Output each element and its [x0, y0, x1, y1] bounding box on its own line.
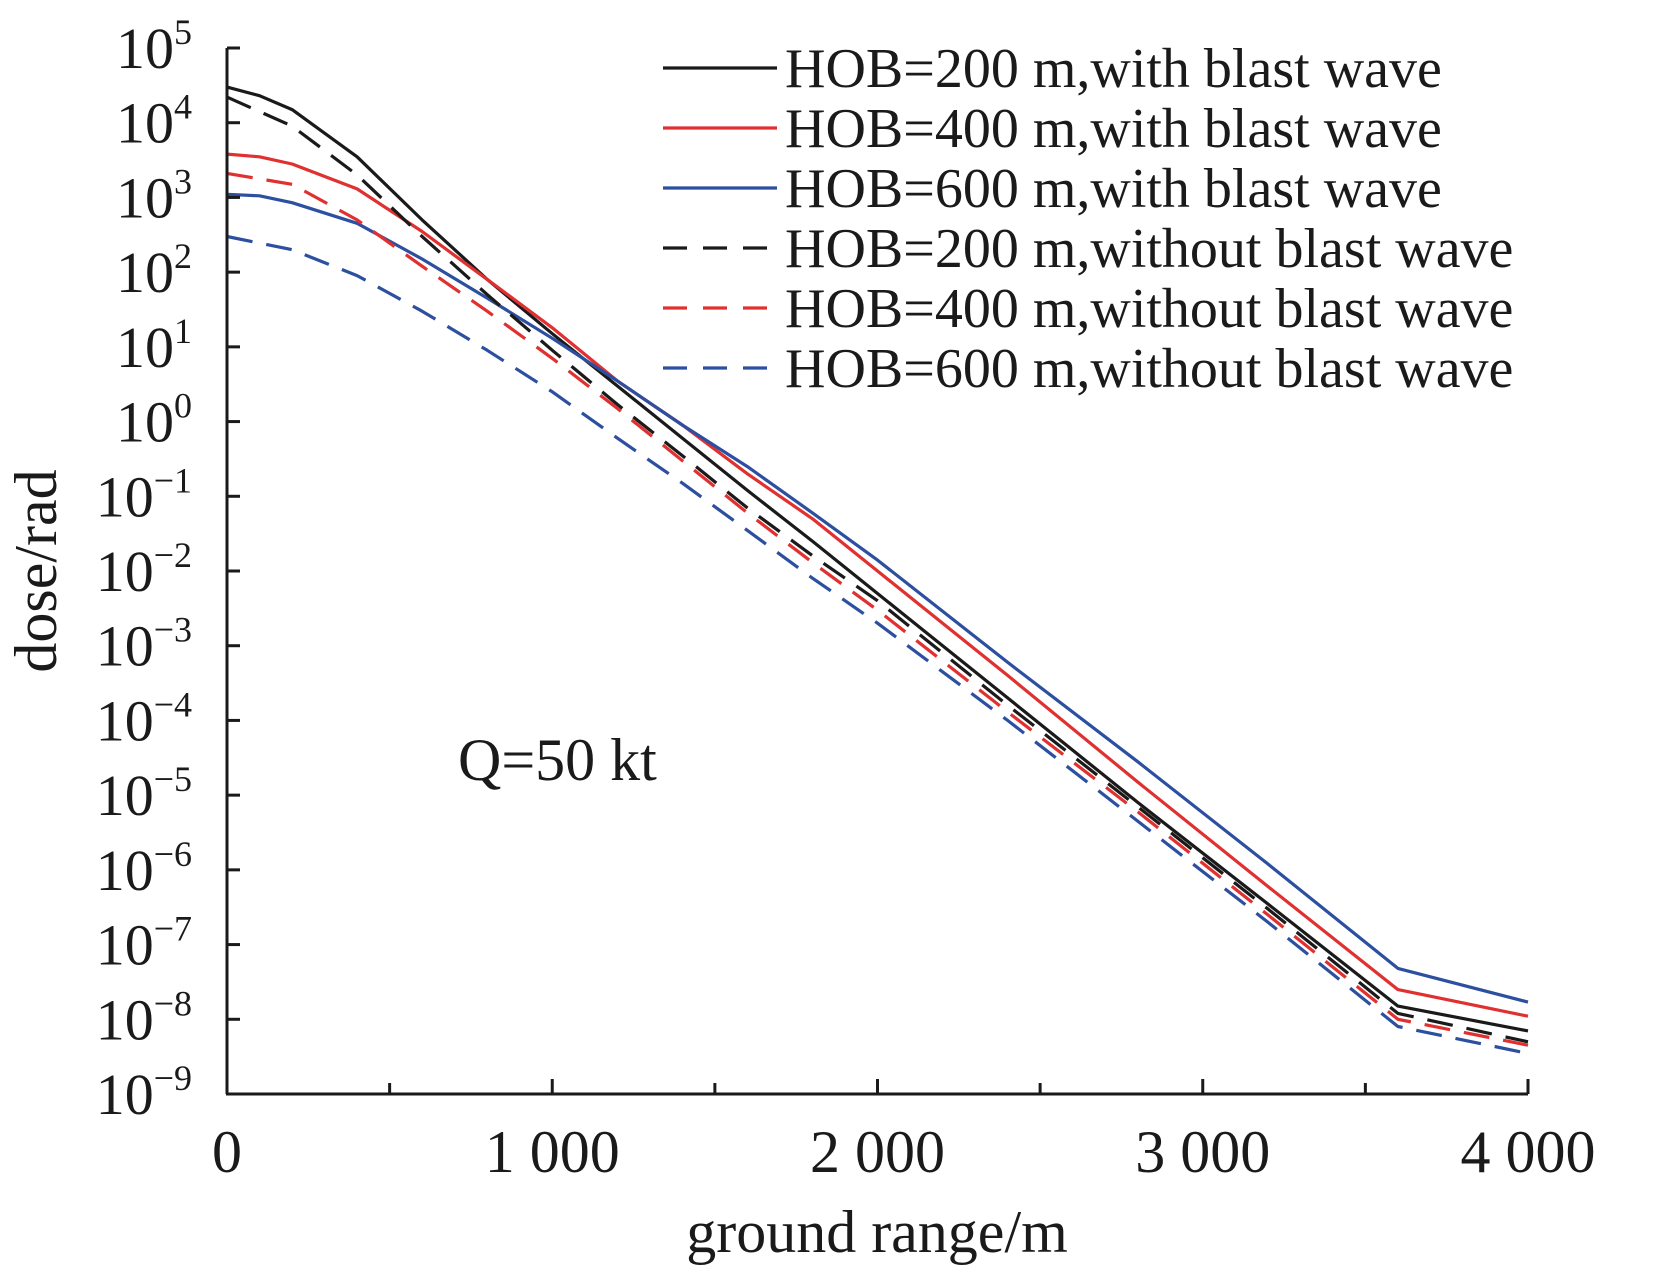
y-tick-label: 10−6 [96, 834, 192, 903]
x-tick-label: 4 000 [1461, 1119, 1596, 1185]
y-tick-label: 10−2 [96, 535, 192, 604]
series-line-5 [226, 171, 1529, 1047]
x-tick-label: 3 000 [1135, 1119, 1270, 1185]
y-ticks: 10510410310210110010−110−210−310−410−510… [96, 12, 240, 1127]
y-tick-label: 104 [116, 87, 192, 156]
x-tick-label: 1 000 [485, 1119, 620, 1185]
series-line-6 [226, 234, 1529, 1055]
legend-label-4: HOB=200 m,without blast wave [785, 218, 1513, 280]
x-tick-label: 0 [212, 1119, 242, 1185]
y-tick-label: 100 [116, 386, 192, 455]
y-tick-label: 103 [116, 161, 192, 230]
legend-label-3: HOB=600 m,with blast wave [785, 158, 1442, 220]
y-tick-label: 10−8 [96, 983, 192, 1052]
legend-label-1: HOB=200 m,with blast wave [785, 38, 1442, 100]
y-tick-label: 10−1 [96, 460, 192, 529]
legend-label-6: HOB=600 m,without blast wave [785, 338, 1513, 400]
y-tick-label: 10−7 [96, 909, 192, 978]
legend-label-2: HOB=400 m,with blast wave [785, 98, 1442, 160]
series-line-3 [226, 192, 1529, 1004]
x-tick-label: 2 000 [810, 1119, 945, 1185]
y-tick-label: 10−5 [96, 759, 192, 828]
series-line-4 [226, 95, 1529, 1044]
y-tick-label: 105 [116, 12, 192, 81]
legend-label-5: HOB=400 m,without blast wave [785, 278, 1513, 340]
x-axis-title: ground range/m [686, 1199, 1068, 1265]
series-line-1 [226, 85, 1529, 1033]
y-tick-label: 10−4 [96, 684, 192, 753]
y-tick-label: 10−9 [96, 1058, 192, 1127]
annotation-yield: Q=50 kt [458, 727, 657, 793]
y-tick-label: 101 [116, 311, 192, 380]
y-tick-label: 10−3 [96, 610, 192, 679]
plot-lines [226, 85, 1529, 1055]
y-tick-label: 102 [116, 236, 192, 305]
y-axis-title: dose/rad [3, 469, 69, 672]
x-ticks: 0 1 000 2 000 3 000 4 000 [212, 1079, 1596, 1185]
